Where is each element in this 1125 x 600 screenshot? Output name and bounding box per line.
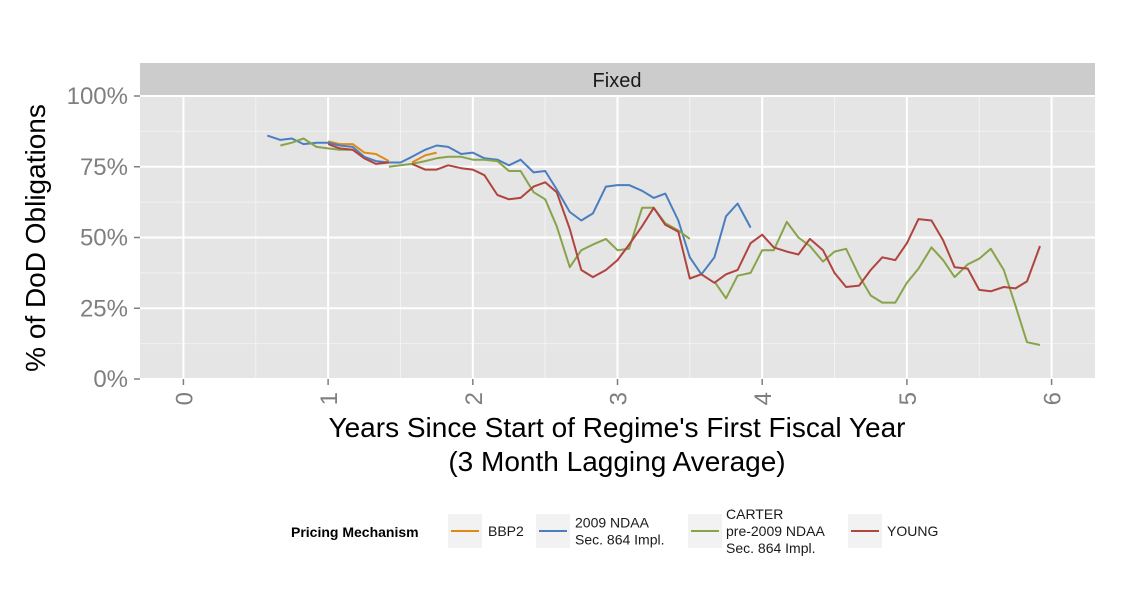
series-line-carter-pre-2009-ndaa-sec-864-impl (713, 220, 1041, 346)
y-tick-label: 50% (80, 225, 128, 252)
series-line-carter-pre-2009-ndaa-sec-864-impl (280, 137, 353, 151)
y-axis: 0% 25% 50% 75% 100% (67, 83, 140, 393)
y-tick-label: 100% (67, 83, 128, 110)
x-axis: 0 1 2 3 4 5 6 (171, 379, 1067, 405)
facet-strip (140, 63, 1095, 96)
y-axis-title: % of DoD Obligations (20, 104, 51, 372)
x-tick-label: 3 (606, 392, 633, 405)
x-tick-label: 4 (750, 392, 777, 405)
legend-label: pre-2009 NDAA (726, 523, 825, 539)
x-tick-label: 5 (895, 392, 922, 405)
legend-label: 2009 NDAA (575, 515, 650, 531)
series-line-young (411, 162, 1041, 293)
major-gridlines (140, 95, 1095, 380)
y-tick-label: 0% (93, 366, 128, 393)
x-axis-title-line2: (3 Month Lagging Average) (448, 446, 785, 477)
legend-label: Sec. 864 Impl. (726, 540, 816, 556)
series-line-2009-ndaa-sec-864-impl (266, 134, 752, 276)
series-line-carter-pre-2009-ndaa-sec-864-impl (388, 155, 691, 269)
legend-label: CARTER (726, 506, 783, 522)
series-line-bbp2 (327, 140, 390, 162)
x-tick-label: 6 (1040, 392, 1067, 405)
x-tick-label: 1 (316, 392, 343, 405)
facet-strip-label: Fixed (593, 70, 642, 92)
series-line-bbp2 (411, 151, 437, 164)
series-line-young (327, 143, 390, 165)
legend-label: BBP2 (488, 523, 524, 539)
x-tick-label: 0 (171, 392, 198, 405)
legend-title: Pricing Mechanism (291, 524, 419, 540)
legend-label: Sec. 864 Impl. (575, 532, 665, 548)
x-tick-label: 2 (461, 392, 488, 405)
y-tick-label: 75% (80, 154, 128, 181)
y-tick-label: 25% (80, 295, 128, 322)
x-axis-title-line1: Years Since Start of Regime's First Fisc… (329, 412, 906, 443)
series-lines (266, 134, 1041, 346)
legend-label: YOUNG (887, 523, 938, 539)
